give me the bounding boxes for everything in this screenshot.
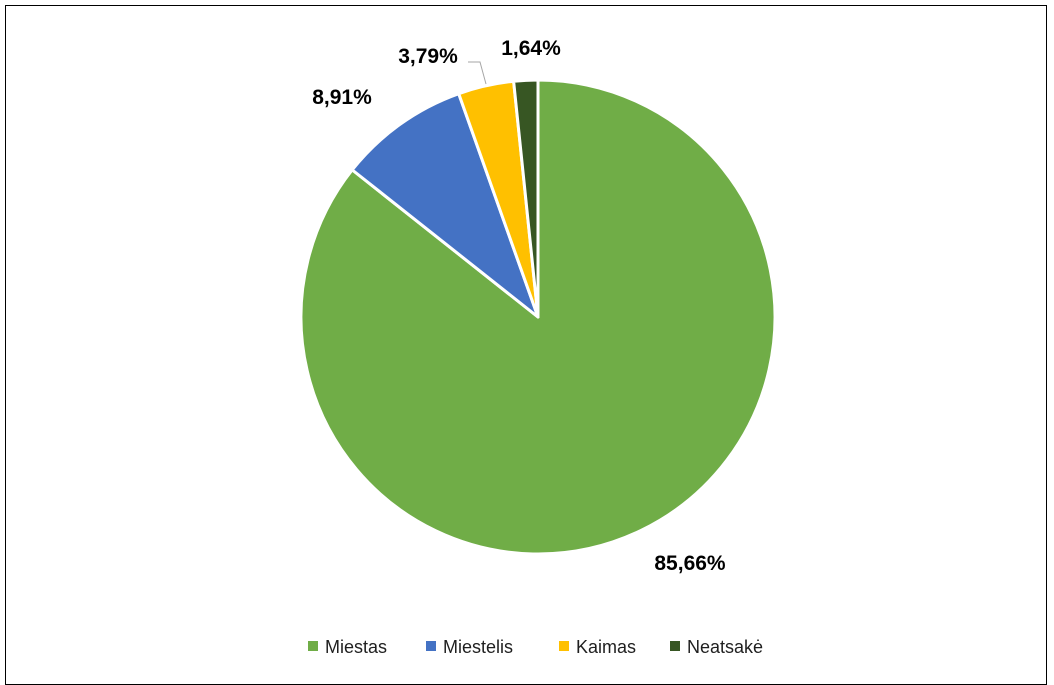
legend-label-neatsake: Neatsakė <box>687 637 763 657</box>
data-label-miestas: 85,66% <box>654 552 726 575</box>
legend-label-miestas: Miestas <box>325 637 387 657</box>
legend: Miestas Miestelis Kaimas Neatsakė <box>308 637 763 657</box>
legend-swatch-miestelis <box>426 641 436 651</box>
pie-slice-neatsake <box>512 78 540 319</box>
leader-line-kaimas <box>468 61 487 85</box>
pie-slice-miestelis <box>350 92 540 319</box>
data-label-kaimas: 3,79% <box>398 45 458 68</box>
data-label-miestelis: 8,91% <box>312 86 372 109</box>
legend-swatch-kaimas <box>559 641 569 651</box>
data-labels: 85,66% 8,91% 3,79% 1,64% <box>312 37 726 575</box>
pie-slices <box>299 78 777 556</box>
legend-swatch-miestas <box>308 641 318 651</box>
legend-label-miestelis: Miestelis <box>443 637 513 657</box>
legend-label-kaimas: Kaimas <box>576 637 636 657</box>
data-label-neatsake: 1,64% <box>501 37 561 60</box>
legend-swatch-neatsake <box>670 641 680 651</box>
leader-lines <box>468 61 487 85</box>
